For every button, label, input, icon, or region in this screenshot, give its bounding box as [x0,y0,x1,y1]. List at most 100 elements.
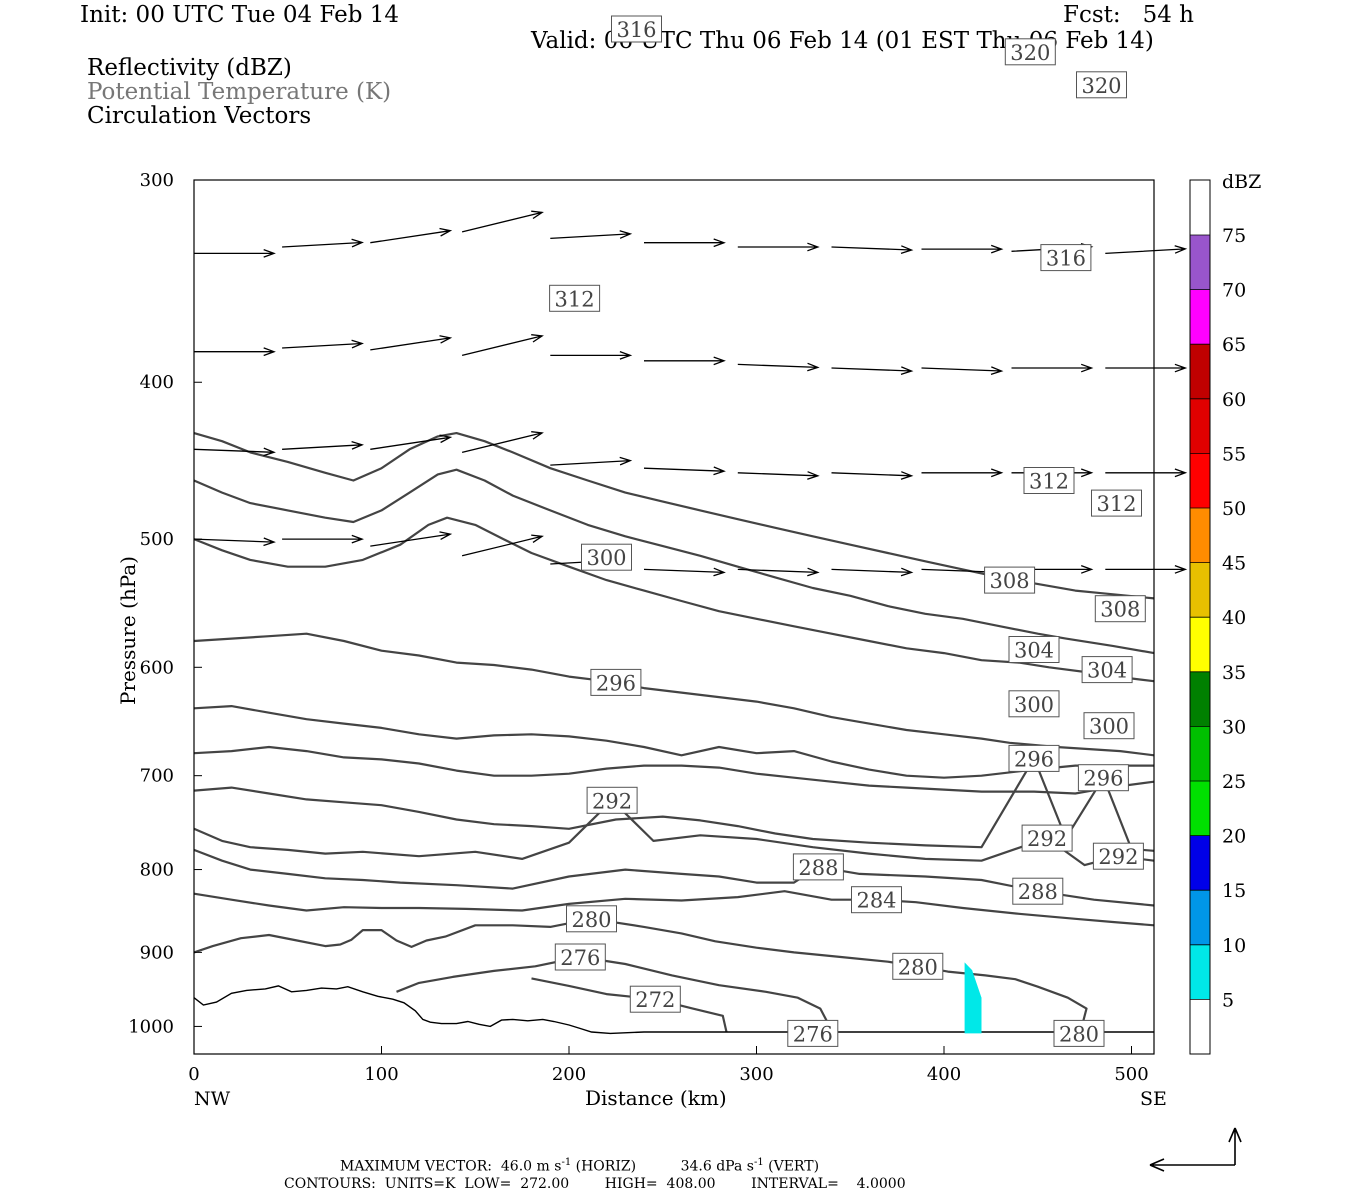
colorbar-label-30: 30 [1222,716,1246,738]
vector-16 [550,350,633,360]
terrain-line [193,985,1154,1035]
theta-contour-292 [193,799,1155,867]
colorbar-segment-60 [1190,344,1210,399]
contour-label-text: 276 [793,1022,833,1046]
contour-label-316-2: 316 [1040,244,1092,272]
contour-label-text: 280 [1059,1022,1099,1046]
contour-label-text: 308 [990,569,1030,593]
theta-contour-280 [193,917,1088,1034]
theta-contour-288 [193,848,1155,907]
y-tick-label-600: 600 [140,657,174,678]
vector-37 [461,534,544,557]
colorbar-label-45: 45 [1222,553,1246,575]
y-axis-title: Pressure (hPa) [116,556,140,705]
contour-label-box [1053,1019,1105,1047]
contour-label-300-1: 300 [581,543,632,571]
vector-12 [194,347,276,357]
contour-label-box [1012,877,1064,905]
contour-label-box [892,952,944,980]
contour-label-box [611,15,662,43]
contour-label-box [549,284,601,312]
contour-label-284-1: 284 [851,886,902,914]
max-vector-vert-value: 34.6 dPa s [680,1158,754,1175]
contour-label-box [1083,712,1135,740]
field-circulation-vectors: Circulation Vectors [87,103,312,129]
theta-contour-276 [396,955,829,1033]
forecast-hour: Fcst: 54 h [1063,2,1194,28]
contour-label-text: 304 [1087,659,1127,683]
colorbar-segment-70 [1190,235,1210,290]
vector-18 [737,362,820,372]
contour-label-292-1: 292 [586,786,638,814]
theta-contour-group [193,432,1155,1034]
contour-label-312-3: 312 [1091,489,1142,517]
vector-13 [282,339,364,349]
contour-label-box [1008,636,1060,663]
contour-label-288-1: 288 [792,853,844,881]
vector-5 [550,230,633,240]
x-tick-label-400: 400 [927,1064,961,1085]
vector-2 [282,238,364,248]
contour-label-box [792,853,844,881]
x-tick-label-200: 200 [552,1064,586,1085]
contour-label-296-3: 296 [1077,764,1129,792]
reflectivity-group [964,962,982,1034]
vector-19 [831,366,914,376]
theta-contour-304 [193,705,1154,779]
x-axis-title: Distance (km) [585,1086,727,1110]
x-tick-label-100: 100 [364,1064,398,1085]
contour-label-box [1091,489,1142,517]
axes-group: 0 100 200 300 400 500 300 400 500 600 700 800 900 100… [128,170,1148,1085]
contour-label-text: 292 [592,789,632,813]
vector-24 [282,440,364,450]
contour-label-292-3: 292 [1092,842,1144,870]
terrain-group [193,985,1154,1035]
colorbar-label-25: 25 [1222,771,1246,793]
vector-30 [831,471,914,480]
contour-label-text: 308 [1100,598,1140,622]
vector-26 [461,431,544,454]
max-vector-horiz-exp: -1 [561,1157,572,1168]
field-reflectivity: Reflectivity (dBZ) [87,55,292,81]
colorbar-title: dBZ [1222,171,1261,193]
vector-31 [921,468,1004,478]
contour-label-box [629,985,681,1013]
colorbar-segment-75 [1190,180,1210,235]
colorbar-segment-25 [1190,726,1210,781]
contour-label-text: 280 [571,908,611,932]
contour-label-316-1: 316 [611,15,662,43]
contour-label-text: 296 [596,671,636,695]
contour-label-group: 272 276 276 280 280 280 284 288 288 292 292 292 296 2… [549,15,1146,1047]
contour-label-280-2: 280 [892,952,944,980]
max-vector-label: MAXIMUM VECTOR: [340,1158,492,1175]
contour-label-272-1: 272 [629,985,681,1013]
contour-label-box [787,1019,839,1047]
contour-label-296-2: 296 [1008,744,1060,772]
colorbar-segment-55 [1190,398,1210,454]
contour-label-text: 288 [798,856,838,880]
colorbar-segment-below-5 [1190,999,1210,1054]
vector-20 [921,366,1004,376]
contour-label-text: 316 [616,18,656,42]
contour-label-320-2: 320 [1076,71,1127,99]
y-tick-label-500: 500 [140,529,174,550]
x-right-label: SE [1140,1088,1167,1110]
colorbar-segment-30 [1190,671,1210,727]
colorbar-segment-15 [1190,835,1210,891]
colorbar-segment-45 [1190,508,1210,563]
vector-23 [193,447,276,457]
colorbar-label-55: 55 [1222,443,1246,465]
colorbar-label-20: 20 [1222,826,1246,848]
y-tick-label-1000: 1000 [128,1016,174,1037]
contour-info-line: CONTOURS: UNITS=K LOW= 272.00 HIGH= 408.… [284,1176,906,1192]
contour-label-276-2: 276 [787,1019,839,1047]
contour-label-text: 292 [1027,827,1067,851]
field-potential-temperature: Potential Temperature (K) [87,79,392,105]
contour-label-308-1: 308 [984,566,1036,594]
contour-label-288-2: 288 [1012,877,1064,905]
contour-label-box [1081,656,1133,684]
contour-label-box [851,886,902,914]
contour-label-296-1: 296 [590,668,642,696]
reference-vector-icon [1149,1127,1242,1172]
